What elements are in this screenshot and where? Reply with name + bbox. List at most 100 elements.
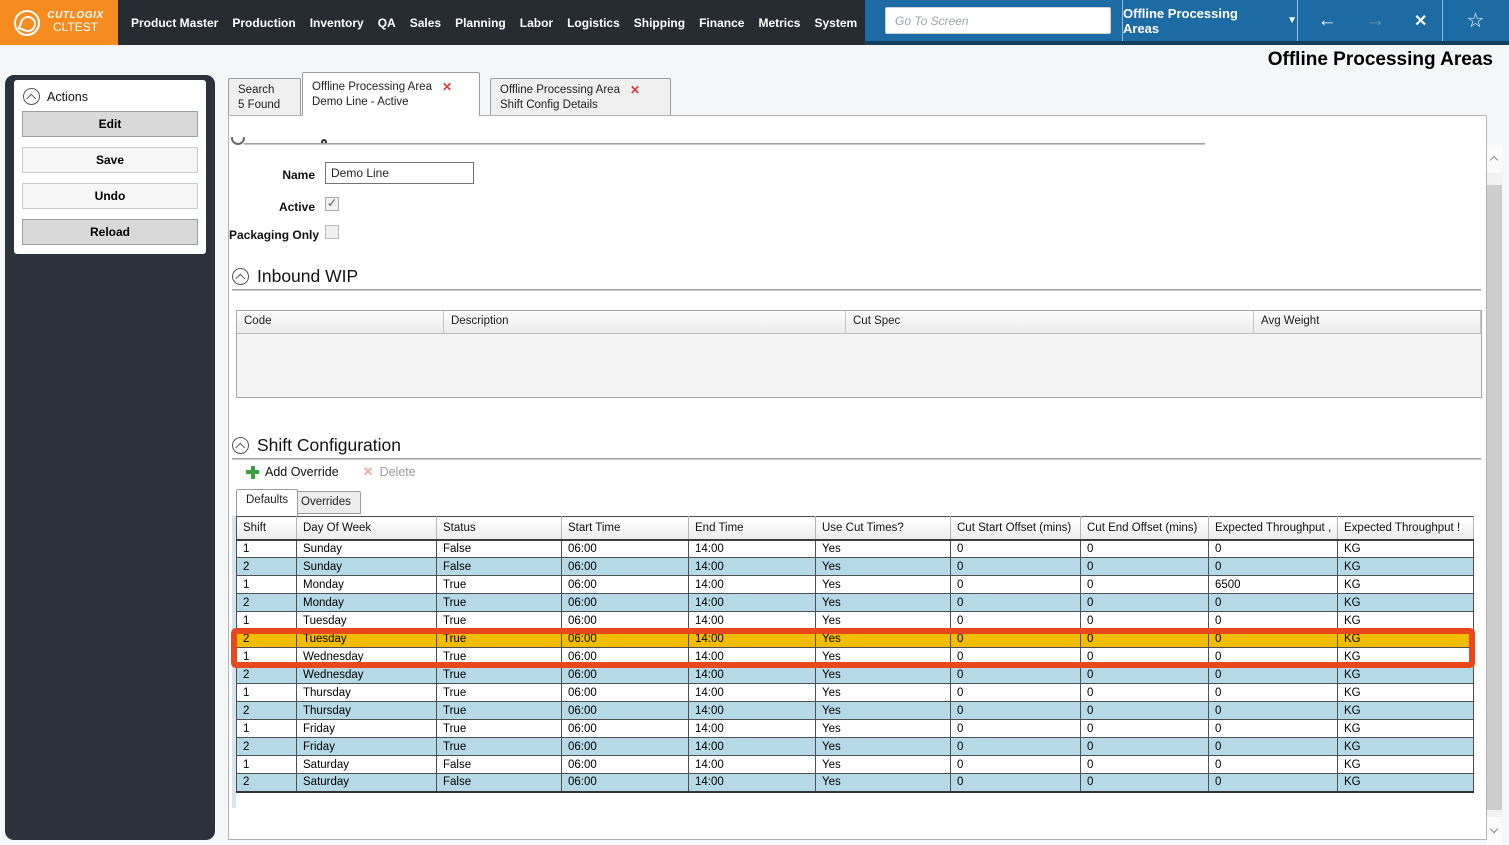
column-header-cut-end-offset-mins[interactable]: Cut End Offset (mins): [1080, 516, 1209, 541]
column-header-expected-throughput[interactable]: Expected Throughput !: [1337, 516, 1474, 541]
cell[interactable]: Yes: [815, 539, 951, 558]
cell[interactable]: 1: [236, 755, 297, 774]
cell[interactable]: 0: [1080, 737, 1209, 756]
cell[interactable]: 14:00: [688, 575, 816, 594]
column-header-cut-start-offset-mins[interactable]: Cut Start Offset (mins): [950, 516, 1081, 541]
undo-button[interactable]: Undo: [22, 183, 198, 209]
cell[interactable]: KG: [1337, 701, 1474, 720]
cell[interactable]: KG: [1337, 665, 1474, 684]
cell[interactable]: KG: [1337, 773, 1474, 793]
cell[interactable]: KG: [1337, 593, 1474, 612]
table-row[interactable]: 1 Thursday True 06:00 14:00 Yes 0 0 0 KG: [236, 683, 1474, 702]
actions-header[interactable]: Actions: [14, 80, 206, 111]
cell[interactable]: 0: [1208, 629, 1338, 648]
cell[interactable]: 0: [950, 755, 1081, 774]
cell[interactable]: KG: [1337, 719, 1474, 738]
column-header-start-time[interactable]: Start Time: [561, 516, 689, 541]
table-row[interactable]: 2 Tuesday True 06:00 14:00 Yes 0 0 0 KG: [236, 629, 1474, 648]
cell[interactable]: 0: [1208, 719, 1338, 738]
table-row[interactable]: 1 Sunday False 06:00 14:00 Yes 0 0 0 KG: [236, 539, 1474, 558]
cell[interactable]: True: [436, 593, 562, 612]
name-input[interactable]: [325, 162, 474, 184]
tab-shift-config-details[interactable]: Offline Processing Area ✕ Shift Config Det…: [490, 78, 671, 115]
table-row[interactable]: 2 Friday True 06:00 14:00 Yes 0 0 0 KG: [236, 737, 1474, 756]
column-header-shift[interactable]: Shift: [236, 516, 297, 541]
cell[interactable]: 2: [236, 665, 297, 684]
edit-button[interactable]: Edit: [22, 111, 198, 137]
cell[interactable]: Monday: [296, 593, 437, 612]
cell[interactable]: 0: [950, 773, 1081, 793]
cell[interactable]: 0: [1080, 719, 1209, 738]
cell[interactable]: 0: [950, 539, 1081, 558]
cell[interactable]: Yes: [815, 683, 951, 702]
active-checkbox[interactable]: [325, 196, 339, 211]
cell[interactable]: Saturday: [296, 755, 437, 774]
cell[interactable]: 14:00: [688, 701, 816, 720]
cell[interactable]: 14:00: [688, 773, 816, 793]
cell[interactable]: Yes: [815, 557, 951, 576]
cell[interactable]: 0: [950, 557, 1081, 576]
cell[interactable]: Sunday: [296, 539, 437, 558]
cell[interactable]: Thursday: [296, 683, 437, 702]
cell[interactable]: 0: [950, 611, 1081, 630]
cell[interactable]: 0: [1080, 557, 1209, 576]
wip-column-avg-weight[interactable]: Avg Weight: [1254, 311, 1481, 333]
scroll-down-button[interactable]: [1487, 817, 1502, 845]
menu-item-qa[interactable]: QA: [377, 15, 396, 30]
cell[interactable]: 06:00: [561, 701, 689, 720]
menu-item-planning[interactable]: Planning: [455, 15, 506, 30]
cell[interactable]: Yes: [815, 611, 951, 630]
cell[interactable]: 0: [1208, 737, 1338, 756]
tab-overrides[interactable]: Overrides: [291, 491, 361, 514]
forward-button[interactable]: →: [1365, 10, 1385, 31]
cell[interactable]: 06:00: [561, 539, 689, 558]
cell[interactable]: 1: [236, 683, 297, 702]
cell[interactable]: 0: [1208, 611, 1338, 630]
cell[interactable]: 0: [1208, 557, 1338, 576]
cell[interactable]: Tuesday: [296, 611, 437, 630]
menu-item-sales[interactable]: Sales: [409, 15, 442, 30]
cell[interactable]: 14:00: [688, 665, 816, 684]
cell[interactable]: 0: [950, 701, 1081, 720]
cell[interactable]: 06:00: [561, 719, 689, 738]
collapse-chevron-icon[interactable]: [23, 88, 40, 105]
cell[interactable]: Yes: [815, 575, 951, 594]
cell[interactable]: 0: [950, 593, 1081, 612]
cell[interactable]: 06:00: [561, 683, 689, 702]
cell[interactable]: KG: [1337, 575, 1474, 594]
cell[interactable]: 0: [1080, 593, 1209, 612]
table-row[interactable]: 1 Wednesday True 06:00 14:00 Yes 0 0 0 KG: [236, 647, 1474, 666]
cell[interactable]: False: [436, 557, 562, 576]
table-row[interactable]: 1 Friday True 06:00 14:00 Yes 0 0 0 KG: [236, 719, 1474, 738]
table-row[interactable]: 1 Tuesday True 06:00 14:00 Yes 0 0 0 KG: [236, 611, 1474, 630]
cell[interactable]: False: [436, 755, 562, 774]
cell[interactable]: 0: [1208, 539, 1338, 558]
menu-item-finance[interactable]: Finance: [699, 15, 745, 30]
cell[interactable]: Friday: [296, 737, 437, 756]
reload-button[interactable]: Reload: [22, 219, 198, 245]
cell[interactable]: 2: [236, 701, 297, 720]
cell[interactable]: KG: [1337, 557, 1474, 576]
cell[interactable]: 2: [236, 557, 297, 576]
cell[interactable]: 14:00: [688, 593, 816, 612]
cell[interactable]: 06:00: [561, 611, 689, 630]
cell[interactable]: 0: [950, 575, 1081, 594]
delete-button[interactable]: ✕ Delete: [363, 464, 416, 480]
cell[interactable]: Thursday: [296, 701, 437, 720]
cell[interactable]: KG: [1337, 611, 1474, 630]
menu-item-production[interactable]: Production: [232, 15, 296, 30]
cell[interactable]: 1: [236, 719, 297, 738]
cell[interactable]: 0: [950, 737, 1081, 756]
column-header-end-time[interactable]: End Time: [688, 516, 816, 541]
cell[interactable]: 1: [236, 611, 297, 630]
cell[interactable]: True: [436, 575, 562, 594]
cell[interactable]: 2: [236, 737, 297, 756]
cell[interactable]: True: [436, 611, 562, 630]
cell[interactable]: 0: [1080, 665, 1209, 684]
cell[interactable]: 14:00: [688, 557, 816, 576]
cell[interactable]: Yes: [815, 665, 951, 684]
wip-column-description[interactable]: Description: [444, 311, 846, 333]
goto-screen-input[interactable]: [885, 7, 1111, 34]
cell[interactable]: 0: [1208, 773, 1338, 793]
cell[interactable]: 06:00: [561, 629, 689, 648]
